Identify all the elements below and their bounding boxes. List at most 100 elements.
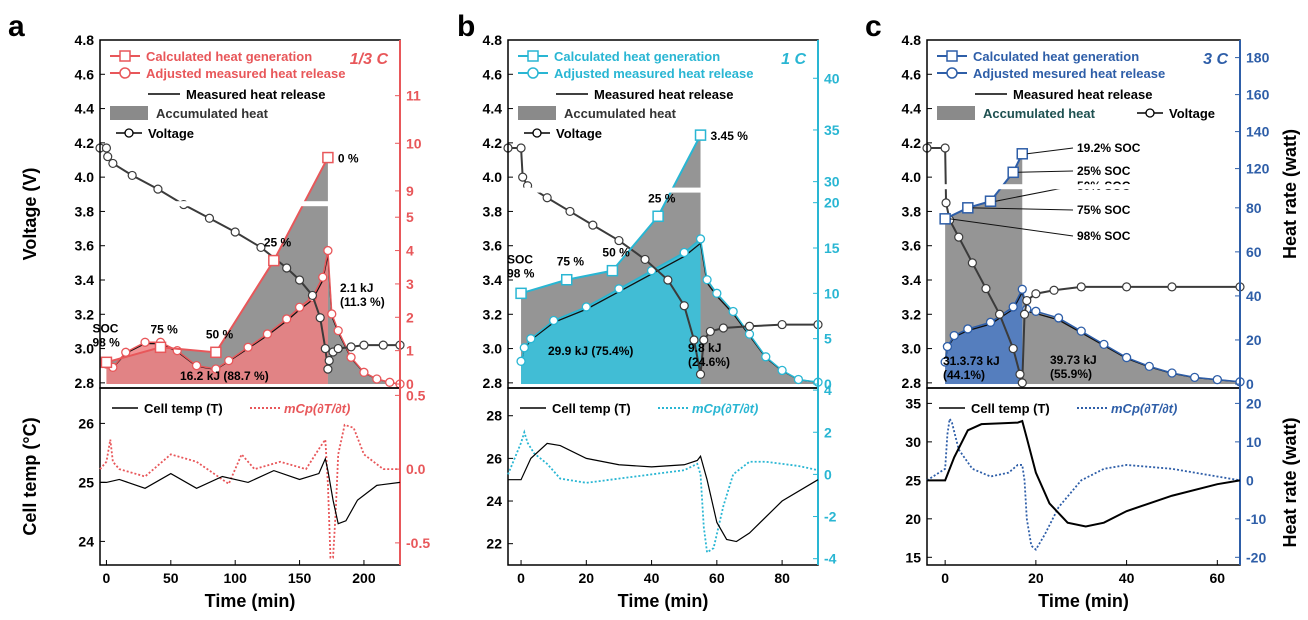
adjusted-heat-point bbox=[243, 342, 253, 352]
soc-label: SOC 98 % bbox=[507, 252, 535, 280]
legend-accumulated-swatch bbox=[518, 106, 556, 120]
adjusted-heat-point bbox=[1031, 306, 1041, 316]
ytick-label: 3.8 bbox=[75, 203, 95, 219]
ytick-label: 4.6 bbox=[75, 66, 95, 82]
y-axis-label-heat-rate-top: Heat rate (watt) bbox=[1280, 129, 1300, 259]
ytick-label: 22 bbox=[486, 536, 502, 552]
voltage-point bbox=[940, 143, 950, 153]
legend-adjusted-marker bbox=[946, 67, 958, 79]
voltage-point bbox=[640, 254, 650, 265]
adjusted-heat-point bbox=[140, 337, 150, 347]
adjusted-heat-point bbox=[614, 284, 624, 294]
adjusted-heat-point bbox=[1189, 372, 1200, 383]
xtick-label: 150 bbox=[288, 570, 312, 586]
calculated-heat-point bbox=[1007, 166, 1019, 179]
ytick-label: 4.6 bbox=[483, 66, 503, 82]
xtick-label: 20 bbox=[579, 570, 595, 586]
soc-label: 98% SOC bbox=[1077, 229, 1131, 243]
ytick-right-label: 0.5 bbox=[406, 387, 426, 403]
adjusted-heat-point bbox=[526, 334, 536, 344]
legend-voltage-label: Voltage bbox=[556, 126, 602, 141]
accumulated-heat-tail-area bbox=[700, 238, 818, 384]
legend-adjusted-label: Adjusted measured heat release bbox=[146, 66, 345, 81]
ytick-label: 4.4 bbox=[483, 101, 503, 117]
ytick-right-label: 160 bbox=[1246, 87, 1270, 103]
voltage-point bbox=[689, 335, 699, 345]
ytick-label: 30 bbox=[905, 434, 921, 450]
soc-label: 50 % bbox=[206, 327, 234, 341]
legend-heat-rate-label: mCp(∂T/∂t) bbox=[1111, 401, 1177, 416]
voltage-point bbox=[320, 343, 330, 354]
ytick-right-label: 0 bbox=[824, 466, 832, 482]
legend-voltage-marker bbox=[124, 128, 134, 138]
measured-heat-fill bbox=[521, 238, 701, 384]
ytick-right-label: 0 bbox=[824, 376, 832, 392]
energy-annotation-discharge: 16.2 kJ (88.7 %) bbox=[180, 369, 269, 383]
panel-letter: b bbox=[457, 10, 475, 43]
adjusted-heat-point bbox=[262, 329, 273, 339]
ytick-right-label: 0 bbox=[1246, 472, 1254, 488]
voltage-point bbox=[588, 220, 598, 230]
adjusted-heat-point bbox=[1008, 302, 1018, 312]
panel-letter: a bbox=[8, 10, 25, 43]
voltage-point bbox=[941, 198, 951, 208]
legend-voltage-label: Voltage bbox=[148, 126, 194, 141]
calculated-heat-point bbox=[100, 356, 113, 369]
calculated-heat-point bbox=[606, 264, 619, 277]
adjusted-heat-point bbox=[985, 317, 996, 327]
xtick-label: 60 bbox=[1210, 570, 1226, 586]
soc-label: 75% SOC bbox=[1077, 203, 1131, 217]
voltage-point bbox=[204, 213, 215, 223]
ytick-label: 20 bbox=[905, 511, 921, 527]
ytick-label: 4.4 bbox=[902, 101, 922, 117]
legend-cell-temp-label: Cell temp (T) bbox=[971, 401, 1050, 416]
ytick-label: 3.4 bbox=[75, 272, 95, 288]
legend-accumulated-label: Accumulated heat bbox=[156, 106, 269, 121]
voltage-point bbox=[1015, 369, 1025, 379]
ytick-right-label: -20 bbox=[1246, 549, 1266, 565]
ytick-label: 4.2 bbox=[902, 135, 922, 151]
voltage-point bbox=[699, 335, 709, 345]
energy-annotation-discharge: 29.9 kJ (75.4%) bbox=[548, 344, 633, 358]
voltage-point bbox=[333, 343, 343, 354]
ytick-label: 2.8 bbox=[902, 375, 922, 391]
ytick-right-label: 9 bbox=[406, 183, 414, 199]
legend-measured-label: Measured heat release bbox=[1013, 87, 1152, 102]
ytick-label: 3.6 bbox=[75, 238, 95, 254]
adjusted-heat-point bbox=[346, 352, 356, 362]
ytick-right-label: 2 bbox=[406, 309, 414, 325]
ytick-right-label: 4 bbox=[406, 243, 414, 259]
panel-a: SOC 98 % 75 % 50 % 25 % 0 % 2.8 3.0 3.2 3.4 3.6 3.8… bbox=[8, 10, 430, 611]
adjusted-heat-point bbox=[333, 325, 343, 336]
ytick-label: 3.6 bbox=[483, 238, 503, 254]
voltage-point bbox=[695, 369, 706, 379]
legend-calc-marker bbox=[946, 50, 958, 62]
cell-temp-line bbox=[508, 442, 819, 543]
ytick-label: 24 bbox=[486, 493, 502, 509]
energy-annotation-relaxation: 9.8 kJ (24.6%) bbox=[688, 341, 730, 369]
adjusted-heat-point bbox=[1017, 284, 1027, 294]
legend-measured-label: Measured heat release bbox=[186, 87, 325, 102]
voltage-point bbox=[230, 227, 240, 237]
legend-voltage-marker bbox=[1145, 108, 1155, 118]
adjusted-heat-point bbox=[549, 315, 559, 326]
legend-adjusted-label: Adjusted measured heat release bbox=[554, 66, 753, 81]
adjusted-heat-point bbox=[191, 361, 202, 371]
y-axis-label-heat-rate-bottom: Heat rate (watt) bbox=[1280, 417, 1300, 547]
heat-rate-dotted-line bbox=[926, 416, 1241, 551]
adjusted-heat-point bbox=[385, 377, 395, 387]
ytick-right-label: 11 bbox=[406, 88, 421, 104]
measured-heat-fill bbox=[945, 289, 1023, 384]
ytick-label: 3.6 bbox=[902, 238, 922, 254]
calculated-heat-point bbox=[268, 254, 280, 267]
soc-label: 19.2% SOC bbox=[1077, 141, 1141, 155]
soc-leader-line bbox=[1018, 170, 1074, 173]
energy-annotation-relaxation: 2.1 kJ (11.3 %) bbox=[340, 281, 385, 309]
xtick-label: 80 bbox=[774, 570, 790, 586]
ytick-label: 2.8 bbox=[483, 375, 503, 391]
ytick-label: 26 bbox=[78, 415, 94, 431]
x-axis-label: Time (min) bbox=[618, 591, 709, 611]
soc-label: 25 % bbox=[648, 191, 676, 205]
x-axis-label: Time (min) bbox=[205, 591, 296, 611]
ytick-right-label: 40 bbox=[1246, 288, 1262, 304]
